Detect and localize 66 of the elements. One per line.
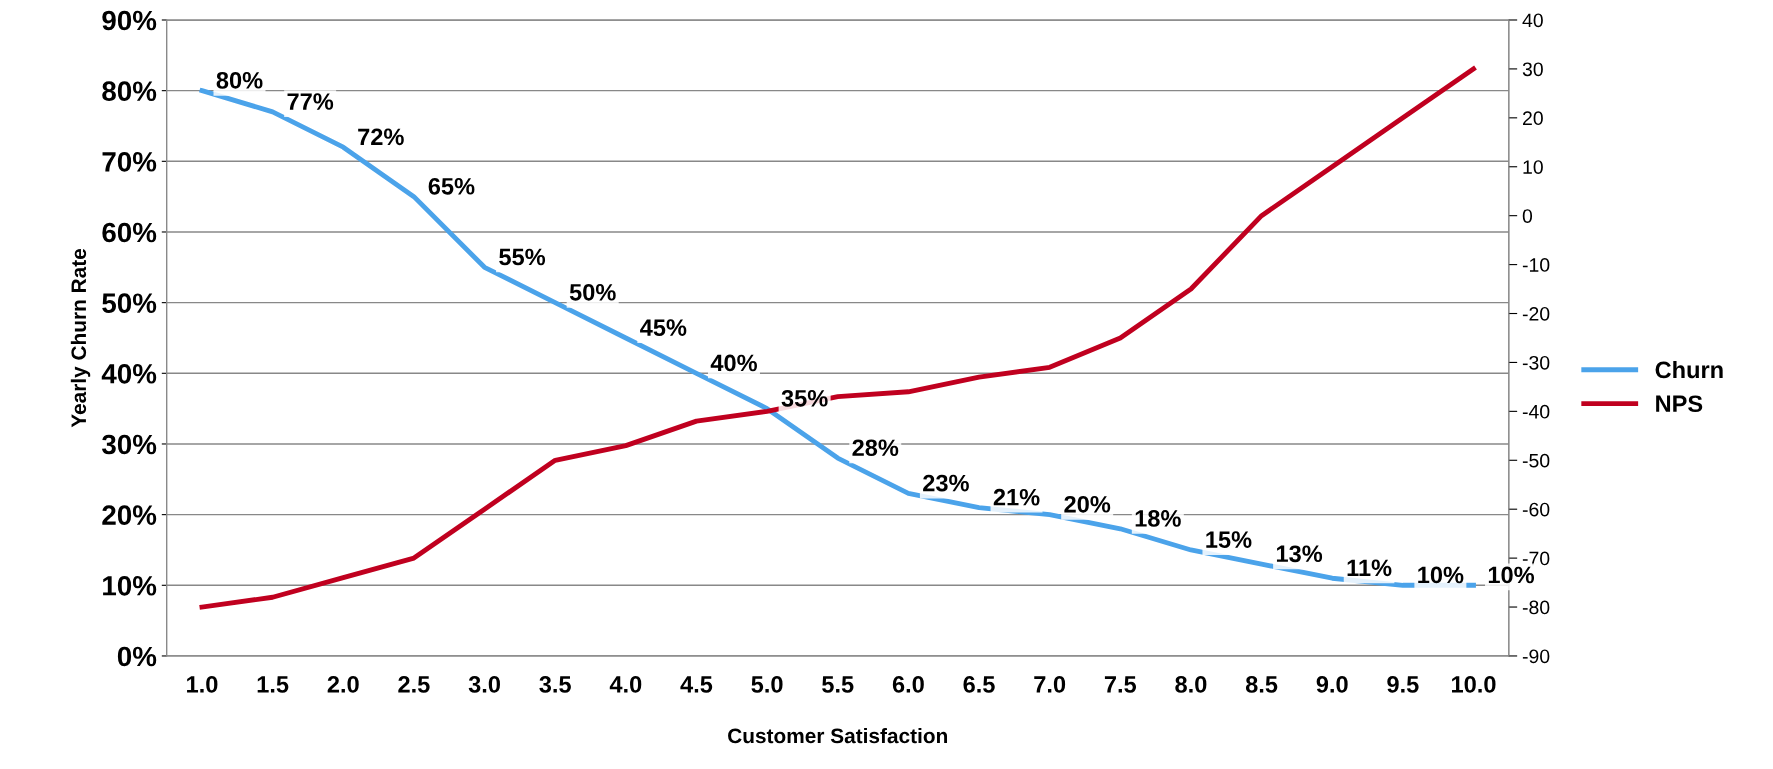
data-label: 23%	[923, 474, 969, 492]
y-tick-label: 30%	[101, 434, 157, 455]
y2-tick-label: 10	[1523, 160, 1543, 174]
y2-tick-label: -50	[1522, 453, 1550, 468]
data-label: 13%	[1276, 545, 1323, 563]
legend-label: NPS	[1656, 395, 1703, 413]
data-label: 35%	[781, 389, 828, 407]
data-label: 15%	[1206, 531, 1252, 548]
y-tick-label: 60%	[102, 222, 157, 243]
y2-tick-label: -60	[1522, 502, 1550, 517]
data-label: 28%	[852, 439, 899, 457]
y2-tick-label: -90	[1522, 649, 1550, 664]
data-label: 50%	[569, 283, 616, 301]
y2-tick-label: -70	[1522, 551, 1550, 566]
y-tick-label: 90%	[102, 10, 157, 31]
x-tick-label: 9.5	[1387, 676, 1419, 693]
data-label: 10%	[1488, 566, 1535, 584]
x-axis-title: Customer Satisfaction	[728, 727, 948, 744]
y-tick-label: 0%	[117, 646, 157, 667]
y2-tick-label: 30	[1522, 62, 1543, 77]
x-tick-label: 9.0	[1316, 676, 1348, 693]
x-tick-label: 3.5	[539, 676, 571, 693]
y2-tick-label: 20	[1523, 111, 1543, 126]
y2-tick-label: -10	[1522, 258, 1550, 272]
x-tick-label: 5.5	[822, 676, 854, 693]
data-label: 72%	[358, 128, 404, 146]
y2-tick-label: -80	[1522, 600, 1550, 615]
y-tick-label: 50%	[102, 293, 157, 313]
y2-tick-label: -20	[1522, 306, 1550, 321]
x-tick-label: 4.5	[680, 676, 713, 693]
data-label: 18%	[1135, 510, 1181, 527]
x-tick-label: 5.0	[751, 676, 783, 693]
data-label: 80%	[216, 71, 263, 89]
y-tick-label: 40%	[101, 363, 157, 384]
data-label: 20%	[1064, 495, 1111, 513]
data-label: 45%	[640, 319, 687, 336]
y-tick-label: 20%	[102, 505, 157, 525]
x-tick-label: 8.0	[1175, 676, 1207, 693]
y-tick-label: 80%	[102, 81, 157, 101]
x-tick-label: 7.0	[1034, 676, 1066, 693]
y2-tick-label: -40	[1522, 404, 1550, 419]
data-label: 65%	[428, 177, 475, 195]
x-tick-label: 7.5	[1104, 676, 1137, 693]
legend-label: Churn	[1655, 360, 1723, 379]
y-tick-label: 70%	[102, 151, 157, 172]
x-tick-label: 6.0	[892, 676, 924, 693]
x-tick-label: 8.5	[1245, 676, 1278, 693]
x-tick-label: 6.5	[963, 676, 995, 693]
y2-tick-label: 0	[1522, 209, 1533, 223]
data-label: 40%	[710, 354, 757, 372]
x-tick-label: 3.0	[468, 676, 500, 693]
x-tick-label: 10.0	[1452, 676, 1496, 693]
x-tick-label: 1.5	[257, 676, 289, 693]
data-label: 77%	[287, 93, 334, 110]
data-label: 55%	[499, 248, 546, 266]
x-tick-label: 2.0	[327, 676, 359, 693]
x-tick-label: 4.0	[609, 676, 642, 693]
y-axis-title: Yearly Churn Rate	[70, 248, 91, 428]
x-tick-label: 2.5	[398, 676, 430, 693]
x-tick-label: 1.0	[187, 676, 218, 693]
data-label: 21%	[993, 488, 1040, 506]
data-label: 11%	[1347, 559, 1392, 577]
y-tick-label: 10%	[103, 575, 157, 596]
y2-tick-label: 40	[1522, 13, 1543, 28]
y2-tick-label: -30	[1522, 355, 1550, 370]
data-label: 10%	[1418, 566, 1464, 584]
